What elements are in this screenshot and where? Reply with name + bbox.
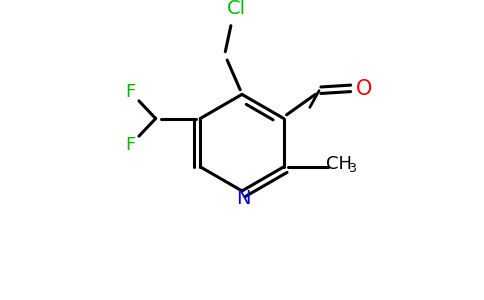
Text: N: N [237,189,251,208]
Text: F: F [125,136,136,154]
Text: F: F [125,82,136,100]
Text: 3: 3 [348,162,356,175]
Text: Cl: Cl [227,0,246,19]
Text: O: O [355,79,372,99]
Text: CH: CH [327,155,352,173]
